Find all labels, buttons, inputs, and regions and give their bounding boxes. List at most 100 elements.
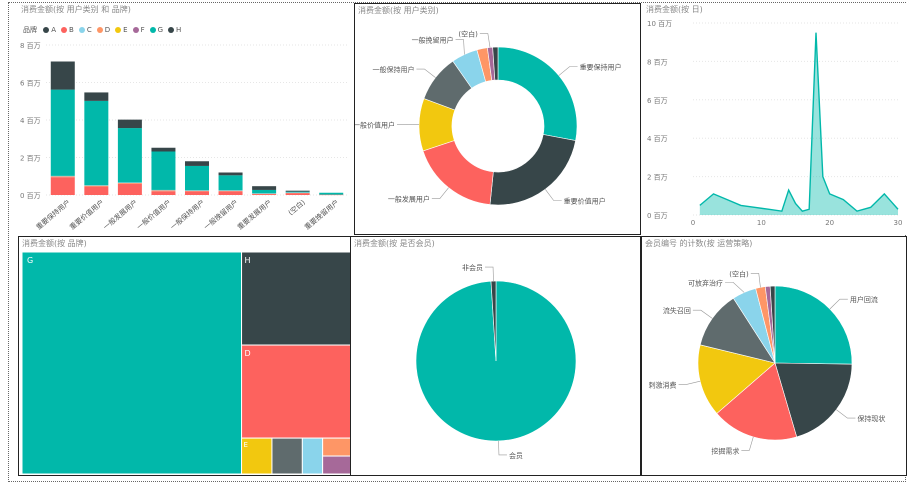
bar-segment-D — [185, 190, 209, 192]
bar-segment-D — [285, 192, 310, 194]
leader-line — [741, 436, 754, 451]
slice-label: 流失召回 — [663, 306, 691, 315]
bar-segment-B — [84, 186, 109, 195]
area-fill — [699, 32, 898, 215]
bar-segment-H — [285, 190, 310, 192]
treemap-cell — [241, 437, 273, 475]
legend-item-B[interactable]: B — [61, 26, 74, 34]
area-line — [699, 32, 899, 212]
bar-segment-H — [185, 161, 209, 166]
legend-label: F — [140, 26, 145, 34]
bar-segment-B — [218, 191, 243, 195]
legend-item-F[interactable]: F — [132, 26, 145, 34]
legend-item-E[interactable]: E — [115, 26, 128, 34]
x-tick-label: 一般挽留用户 — [202, 198, 240, 232]
bar-segment-G — [50, 89, 75, 176]
leader-line — [558, 66, 578, 76]
treemap-label: G — [27, 256, 33, 265]
bar-segment-H — [218, 172, 243, 176]
bar-segment-G — [84, 100, 109, 186]
treemap-cell-G — [21, 251, 243, 475]
bar-segment-C — [185, 190, 209, 191]
y-tick-label: 4 百万 — [20, 117, 41, 125]
pie-slice — [489, 134, 576, 206]
bar-segment-G — [285, 191, 310, 193]
legend-dot-C — [78, 27, 85, 33]
bar-segment-C — [50, 175, 75, 177]
legend-item-C[interactable]: C — [78, 26, 92, 34]
bar-segment-D — [252, 193, 277, 195]
bar-segment-D — [84, 185, 109, 187]
bar-segment-D — [151, 190, 176, 192]
leader-line — [829, 298, 848, 310]
x-tick-label: 重要价值用户 — [68, 198, 106, 232]
daily-area-chart-panel[interactable]: 消费金额(按 日) 0 百万 2 百万 4 百万 6 百万 8 百万 10 百万 0 10 20… — [643, 3, 906, 235]
treemap-cell — [301, 437, 324, 475]
legend-dot-D — [96, 27, 103, 33]
slice-label: 会员 — [509, 451, 523, 460]
slice-label: (空白) — [729, 269, 749, 278]
stacked-bar-chart-panel[interactable]: 消费金额(按 用户类别 和 品牌) 品牌 A B C D E F G H 0 百万 2 百万 4 … — [18, 3, 352, 235]
treemap-cell-H — [241, 251, 352, 346]
treemap-chart-title: 消费金额(按 品牌) — [22, 239, 87, 248]
pie-slice — [774, 362, 853, 438]
x-tick-label: 重要挽留用户 — [303, 198, 341, 232]
y-tick-label: 10 百万 — [647, 20, 672, 28]
bar-segment-H — [252, 186, 277, 190]
legend-item-G[interactable]: G — [149, 26, 163, 34]
bar-segment-H — [117, 119, 142, 129]
bar-segment-G — [252, 189, 277, 194]
bar-segment-G — [218, 175, 243, 191]
legend-title: 品牌 — [23, 26, 37, 34]
treemap-label: E — [244, 441, 248, 449]
bar-segment-D — [117, 182, 142, 184]
leader-line — [416, 68, 436, 78]
bar-segment-H — [84, 92, 109, 101]
legend-label: A — [51, 26, 57, 34]
treemap-cell — [322, 455, 352, 475]
legend-dot-H — [168, 27, 175, 33]
bar-segment-B — [185, 191, 209, 195]
y-tick-label: 2 百万 — [20, 155, 41, 163]
legend-dot-F — [132, 27, 139, 33]
legend-item-D[interactable]: D — [96, 26, 110, 34]
y-tick-label: 4 百万 — [647, 135, 668, 143]
x-tick-label: 重要保持用户 — [34, 198, 72, 232]
legend-dot-A — [43, 27, 50, 33]
pie-slice — [697, 344, 776, 414]
area-chart-svg: 0 百万 2 百万 4 百万 6 百万 8 百万 10 百万 0 10 20 30 — [647, 20, 902, 227]
pie-slice — [422, 140, 494, 205]
legend-item-A[interactable]: A — [43, 26, 56, 34]
pie-slice — [699, 297, 776, 364]
bar-segment-B — [252, 194, 277, 195]
bar-segment-B — [285, 193, 310, 195]
brand-legend: 品牌 A B C D E F G H — [23, 25, 186, 35]
slice-label: 保持现状 — [857, 414, 885, 423]
strategy-pie-panel[interactable]: 会员编号 的计数(按 运营策略) 用户回流 保持现状 挖掘需求 刺激消费 流失召回 可放弃… — [641, 236, 907, 476]
x-tick-label: 10 — [757, 219, 766, 227]
bar-segment-C — [218, 190, 243, 191]
brand-treemap-panel[interactable]: 消费金额(按 品牌) G H D E — [18, 236, 353, 476]
treemap-label: H — [245, 256, 251, 265]
user-category-donut-panel[interactable]: 消费金额(按 用户类别) 重要保持用户 重要价值用户 一般发展用户 一般价值用户 一般保… — [354, 3, 641, 235]
legend-item-H[interactable]: H — [168, 26, 181, 34]
treemap-cell — [322, 437, 352, 457]
slice-label: 一般保持用户 — [372, 65, 414, 74]
member-pie-svg: 会员 非会员 — [415, 263, 577, 460]
legend-dot-G — [149, 27, 156, 33]
x-tick-label: 一般发展用户 — [101, 198, 139, 232]
member-pie-title: 消费金额(按 是否会员) — [354, 239, 435, 248]
leader-line — [431, 187, 449, 199]
treemap-label: D — [245, 349, 251, 358]
leader-line — [692, 309, 713, 319]
legend-label: B — [69, 26, 74, 34]
stacked-bar-chart-title: 消费金额(按 用户类别 和 品牌) — [21, 5, 131, 14]
bar-segment-C — [252, 193, 277, 194]
leader-line — [725, 281, 745, 293]
x-tick-label: 20 — [825, 219, 834, 227]
member-pie-panel[interactable]: 消费金额(按 是否会员) 会员 非会员 — [350, 236, 641, 476]
bar-segment-C — [285, 192, 310, 193]
bar-segment-B — [319, 194, 344, 196]
slice-label: 刺激消费 — [649, 380, 677, 389]
